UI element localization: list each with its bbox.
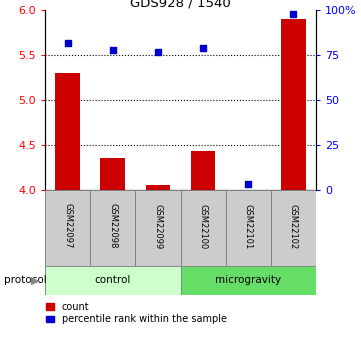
Bar [226,190,271,266]
Bar [55,73,80,190]
Text: protocol: protocol [4,275,46,285]
Bar [45,266,180,295]
Text: microgravity: microgravity [215,275,281,285]
Text: control: control [95,275,131,285]
Point [155,49,161,55]
Point [290,11,296,17]
Bar [100,158,125,190]
Text: GSM22097: GSM22097 [63,204,72,249]
Bar [271,190,316,266]
Bar [281,19,306,190]
Text: GSM22101: GSM22101 [244,204,253,249]
Title: GDS928 / 1540: GDS928 / 1540 [130,0,231,9]
Bar [191,151,216,190]
Bar [90,190,135,266]
Bar [135,190,180,266]
Text: GSM22099: GSM22099 [153,204,162,249]
Bar [180,266,316,295]
Point [245,181,251,187]
Legend: count, percentile rank within the sample: count, percentile rank within the sample [46,302,227,325]
Text: GSM22102: GSM22102 [289,204,298,249]
Text: GSM22100: GSM22100 [199,204,208,249]
Point [65,40,71,46]
Bar [45,190,90,266]
Text: ▶: ▶ [31,275,40,285]
Point [110,47,116,52]
Point [200,45,206,51]
Bar [145,185,170,190]
Bar [180,190,226,266]
Text: GSM22098: GSM22098 [108,204,117,249]
